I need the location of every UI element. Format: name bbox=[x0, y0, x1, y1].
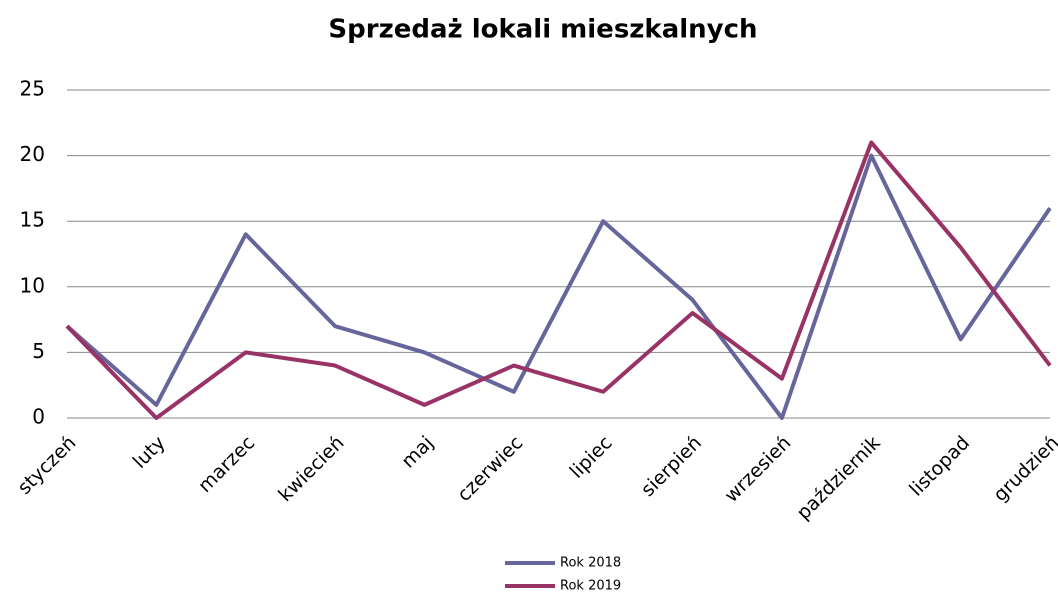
y-tick-label: 20 bbox=[20, 142, 45, 166]
y-tick-label: 25 bbox=[20, 77, 45, 101]
y-tick-label: 15 bbox=[20, 208, 45, 232]
y-tick-label: 10 bbox=[20, 273, 45, 297]
x-tick-label: wrzesień bbox=[720, 432, 795, 507]
series-line bbox=[65, 153, 1052, 420]
y-tick-label: 0 bbox=[32, 405, 45, 429]
x-tick-label: marzec bbox=[194, 432, 259, 497]
x-tick-label: maj bbox=[397, 432, 438, 473]
x-tick-label: sierpień bbox=[637, 432, 706, 501]
x-tick-label: październik bbox=[792, 432, 884, 524]
chart-title: Sprzedaż lokali mieszkalnych bbox=[328, 15, 757, 45]
legend-label: Rok 2019 bbox=[560, 579, 621, 594]
x-tick-label: kwiecień bbox=[274, 432, 348, 506]
y-tick-label: 5 bbox=[32, 339, 45, 363]
x-tick-label: czerwiec bbox=[453, 432, 527, 506]
series-line bbox=[65, 140, 1052, 420]
x-tick-label: luty bbox=[129, 432, 170, 473]
x-tick-label: grudzień bbox=[989, 432, 1058, 506]
x-tick-label: listopad bbox=[905, 432, 974, 501]
x-tick-label: lipiec bbox=[566, 432, 617, 483]
x-tick-label: styczeń bbox=[13, 432, 80, 499]
legend-label: Rok 2018 bbox=[560, 556, 621, 571]
